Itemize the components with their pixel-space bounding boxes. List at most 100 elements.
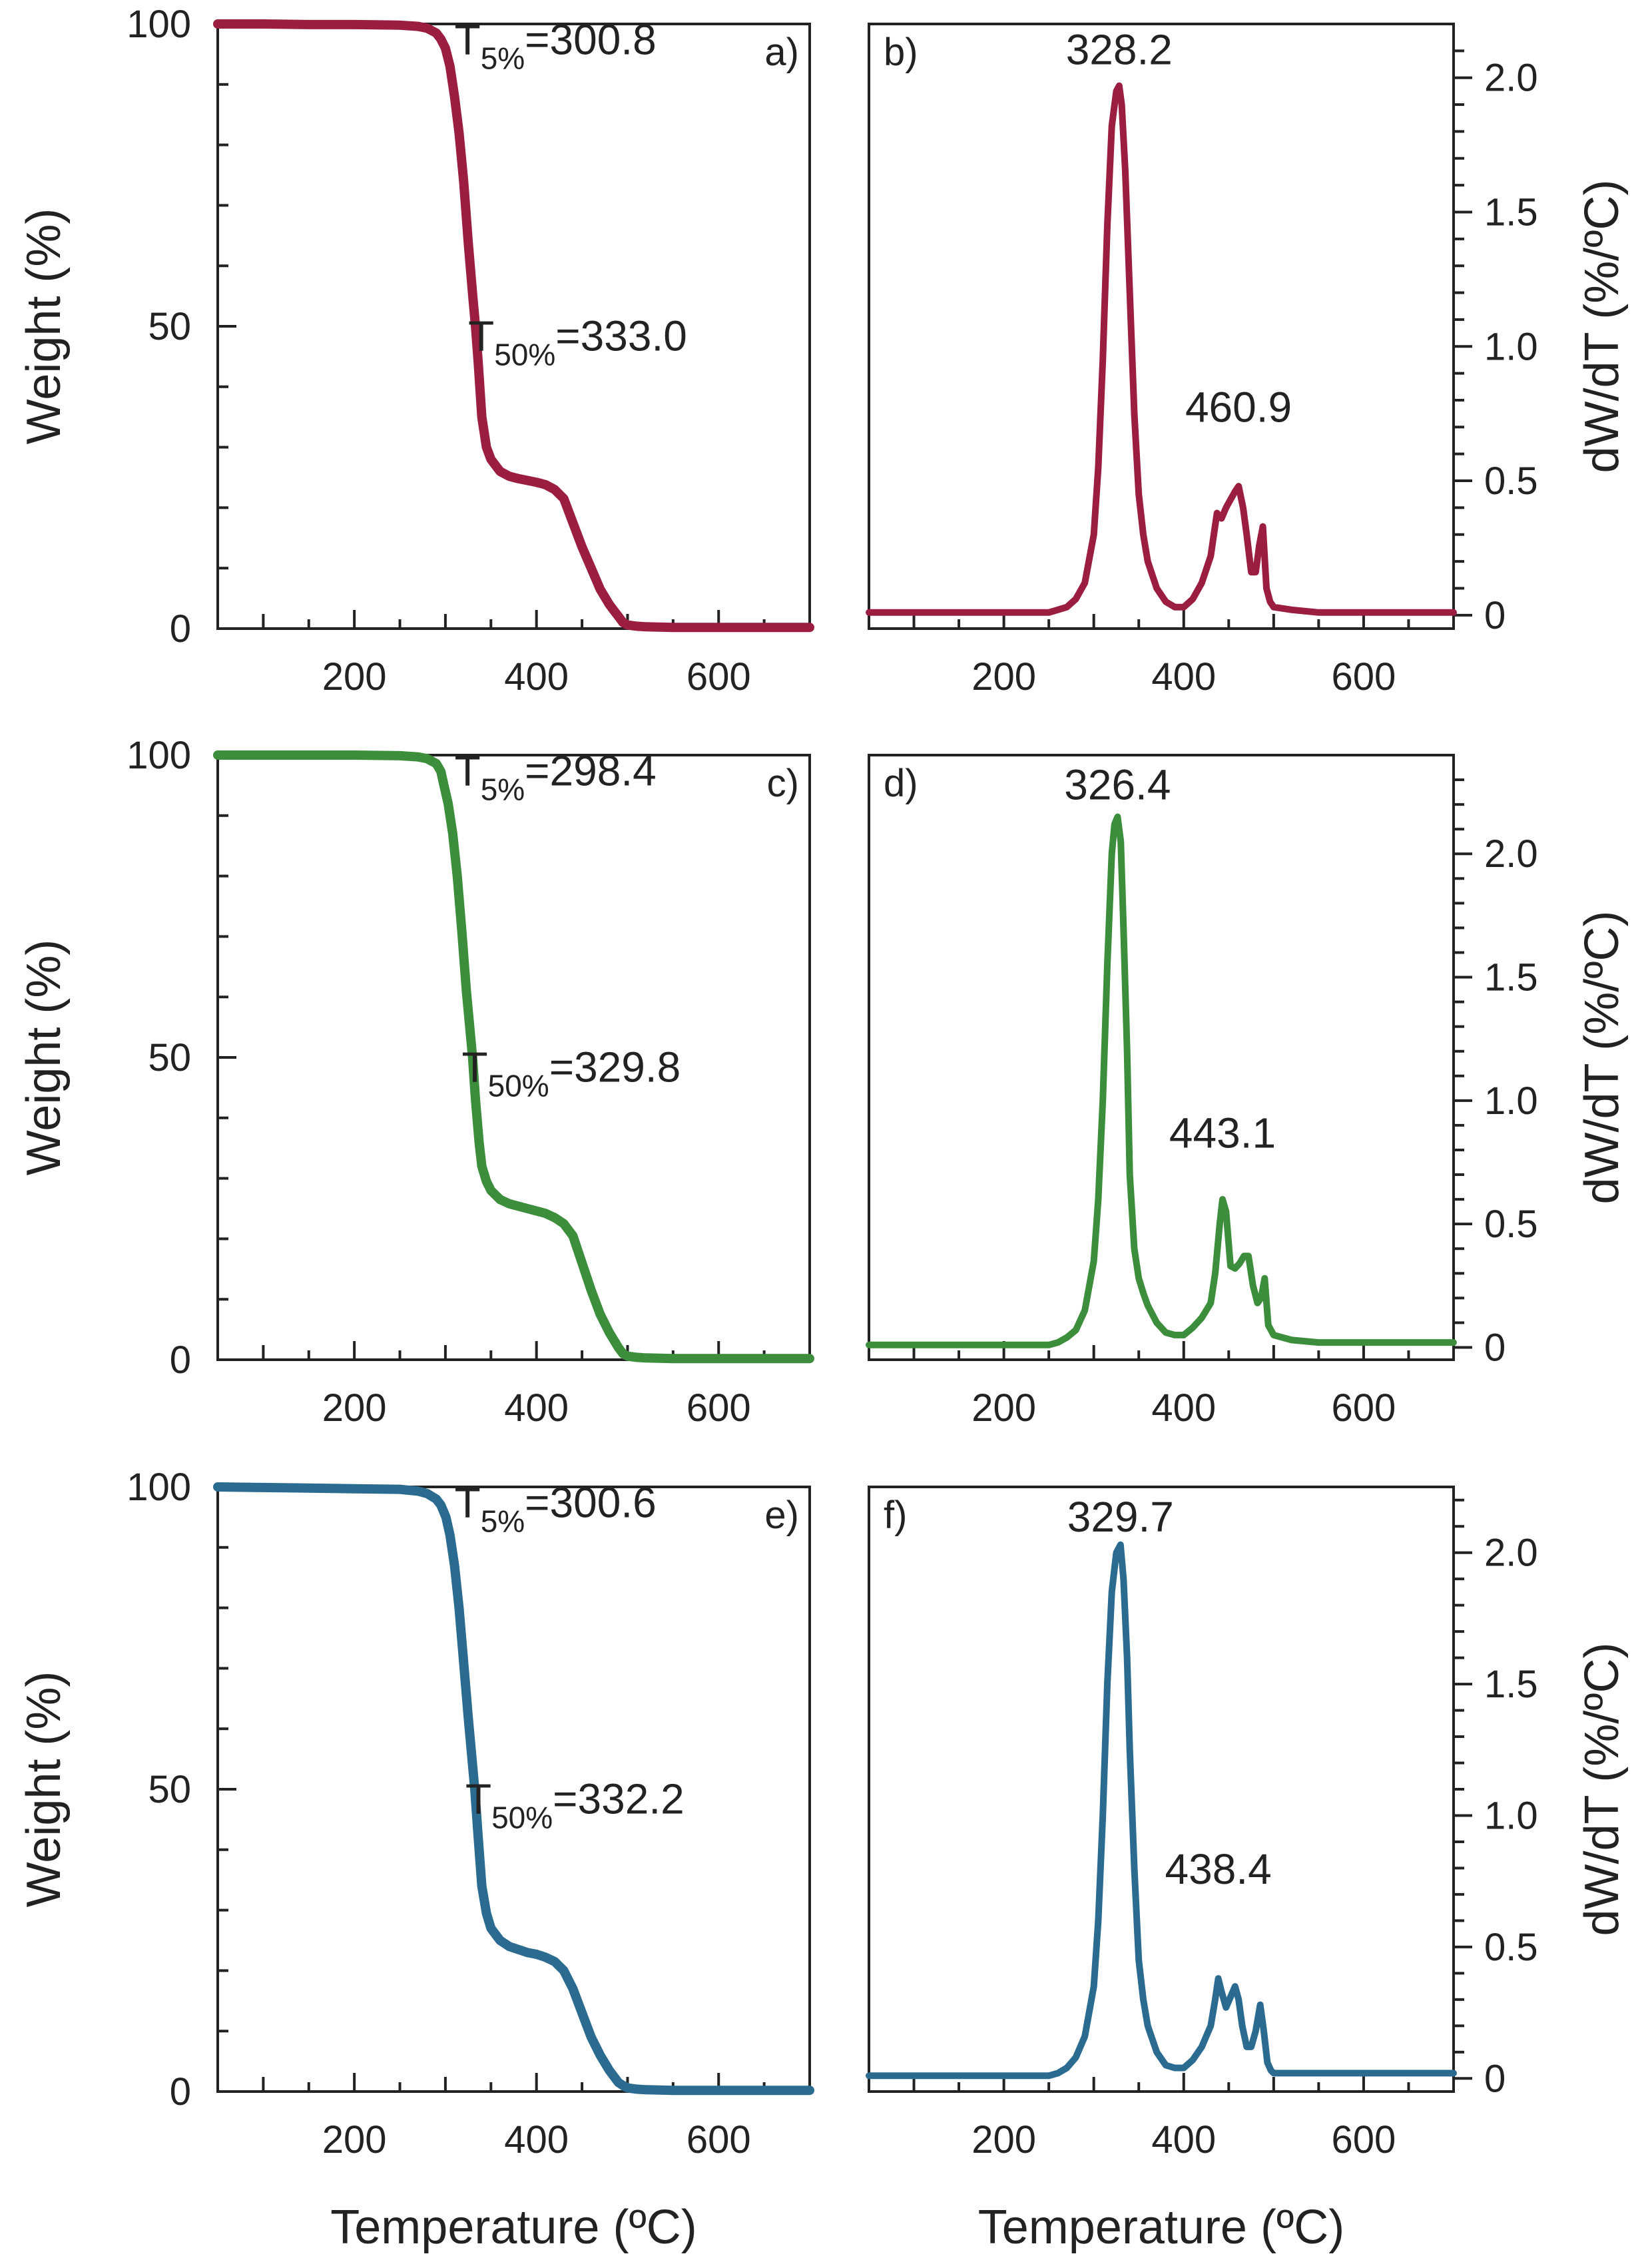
- annotation-subscript: 50%: [488, 1068, 549, 1103]
- y-axis-title: Weight (%): [17, 1671, 71, 1908]
- annotation-value: =300.6: [525, 1478, 657, 1526]
- x-tick-label: 400: [1151, 2118, 1216, 2161]
- y-axis-title: Weight (%): [17, 208, 71, 445]
- y-tick-label: 0: [170, 607, 191, 651]
- annotation-value: =333.0: [555, 312, 687, 360]
- peak-label: 460.9: [1185, 383, 1292, 431]
- x-tick-label: 400: [504, 1386, 569, 1430]
- annotation-subscript: 50%: [494, 337, 555, 372]
- temperature-annotation: T50%=333.0: [468, 312, 687, 372]
- peak-label: 438.4: [1165, 1845, 1272, 1893]
- annotation-value: =298.4: [525, 746, 657, 794]
- x-tick-label: 200: [322, 1386, 387, 1430]
- y-tick-label: 1.0: [1484, 325, 1538, 368]
- x-tick-label: 200: [322, 2118, 387, 2161]
- x-tick-label: 600: [1332, 1386, 1396, 1430]
- panel-d: 200 400 600 0 0.5 1.0 1.5 2.0 dW/dT (%/ºC) d) 326.…: [866, 754, 1629, 1430]
- x-tick-label: 400: [504, 655, 569, 699]
- plot-frame: [868, 754, 1455, 1361]
- panel-label: b): [884, 31, 918, 74]
- x-tick-label: 200: [971, 1386, 1036, 1430]
- temperature-annotation: T50%=329.8: [462, 1043, 681, 1103]
- peak-label: 329.7: [1067, 1493, 1174, 1541]
- annotation-subscript: 5%: [481, 772, 525, 806]
- x-tick-label: 200: [322, 655, 387, 699]
- series-line-tga: [213, 750, 814, 1364]
- y-tick-label: 1.5: [1484, 190, 1538, 234]
- panel-label: e): [764, 1494, 799, 1537]
- y-axis-title: dW/dT (%/ºC): [1575, 1643, 1629, 1936]
- panel-label: f): [884, 1494, 907, 1537]
- y-tick-label: 100: [127, 734, 191, 777]
- annotation-value: =300.8: [525, 15, 657, 63]
- temperature-annotation: T50%=332.2: [465, 1775, 685, 1835]
- y-tick-label: 1.0: [1484, 1794, 1538, 1837]
- y-tick-label: 50: [148, 305, 191, 348]
- annotation-symbol: T: [455, 1478, 481, 1526]
- annotation-symbol: T: [462, 1043, 488, 1091]
- panel-label: a): [764, 31, 799, 74]
- x-tick-label: 600: [687, 1386, 751, 1430]
- y-tick-label: 1.5: [1484, 956, 1538, 999]
- y-tick-label: 0: [170, 1338, 191, 1382]
- y-tick-label: 100: [127, 1466, 191, 1509]
- x-tick-label: 400: [1151, 655, 1216, 699]
- y-tick-label: 0: [1484, 2057, 1506, 2100]
- annotation-subscript: 5%: [481, 41, 525, 75]
- panel-label: c): [767, 762, 799, 805]
- y-tick-label: 0.5: [1484, 1203, 1538, 1246]
- series-line-dtg: [866, 813, 1457, 1348]
- y-tick-label: 0.5: [1484, 1926, 1538, 1969]
- y-axis-title: Weight (%): [17, 940, 71, 1176]
- x-tick-label: 600: [687, 2118, 751, 2161]
- annotation-symbol: T: [455, 746, 481, 794]
- series-line-dtg: [866, 82, 1457, 616]
- y-axis-title: dW/dT (%/ºC): [1575, 911, 1629, 1205]
- peak-label: 328.2: [1066, 26, 1173, 74]
- x-tick-label: 600: [1332, 2118, 1396, 2161]
- peak-label: 443.1: [1169, 1109, 1276, 1157]
- plot-frame: [868, 23, 1455, 630]
- annotation-value: =332.2: [553, 1775, 685, 1823]
- annotation-symbol: T: [468, 312, 494, 360]
- y-tick-label: 0: [1484, 1326, 1506, 1369]
- temperature-annotation: T5%=300.8: [455, 15, 657, 75]
- y-tick-label: 50: [148, 1036, 191, 1079]
- y-tick-label: 2.0: [1484, 57, 1538, 100]
- panel-f: 200 400 600 0 0.5 1.0 1.5 2.0 dW/dT (%/ºC) Temper…: [866, 1486, 1629, 2254]
- y-tick-label: 50: [148, 1768, 191, 1811]
- temperature-annotation: T5%=300.6: [455, 1478, 657, 1538]
- panel-b: 200 400 600 0 0.5 1.0 1.5 2.0 dW/dT (%/ºC) b) 328.…: [866, 23, 1629, 699]
- y-axis-title: dW/dT (%/ºC): [1575, 180, 1629, 473]
- annotation-symbol: T: [465, 1775, 491, 1823]
- x-tick-label: 200: [971, 655, 1036, 699]
- x-tick-label: 600: [687, 655, 751, 699]
- y-tick-label: 2.0: [1484, 1532, 1538, 1575]
- peak-label: 326.4: [1064, 761, 1171, 809]
- x-tick-label: 200: [971, 2118, 1036, 2161]
- series-line-tga: [213, 1482, 814, 2096]
- panel-label: d): [884, 762, 918, 805]
- panel-e: 200 400 600 0 50 100 Weight (%) Temperature (ºC…: [17, 1466, 814, 2254]
- annotation-subscript: 5%: [481, 1504, 525, 1538]
- y-tick-label: 1.0: [1484, 1079, 1538, 1123]
- y-tick-label: 2.0: [1484, 832, 1538, 876]
- x-tick-label: 400: [1151, 1386, 1216, 1430]
- series-line-tga: [213, 19, 814, 633]
- temperature-annotation: T5%=298.4: [455, 746, 657, 806]
- y-tick-label: 100: [127, 3, 191, 46]
- annotation-subscript: 50%: [491, 1800, 553, 1835]
- x-axis-title: Temperature (ºC): [978, 2201, 1344, 2254]
- y-tick-label: 0: [170, 2070, 191, 2114]
- x-tick-label: 600: [1332, 655, 1396, 699]
- x-tick-label: 400: [504, 2118, 569, 2161]
- annotation-symbol: T: [455, 15, 481, 63]
- x-axis-title: Temperature (ºC): [330, 2201, 696, 2254]
- y-tick-label: 0.5: [1484, 459, 1538, 503]
- annotation-value: =329.8: [549, 1043, 681, 1091]
